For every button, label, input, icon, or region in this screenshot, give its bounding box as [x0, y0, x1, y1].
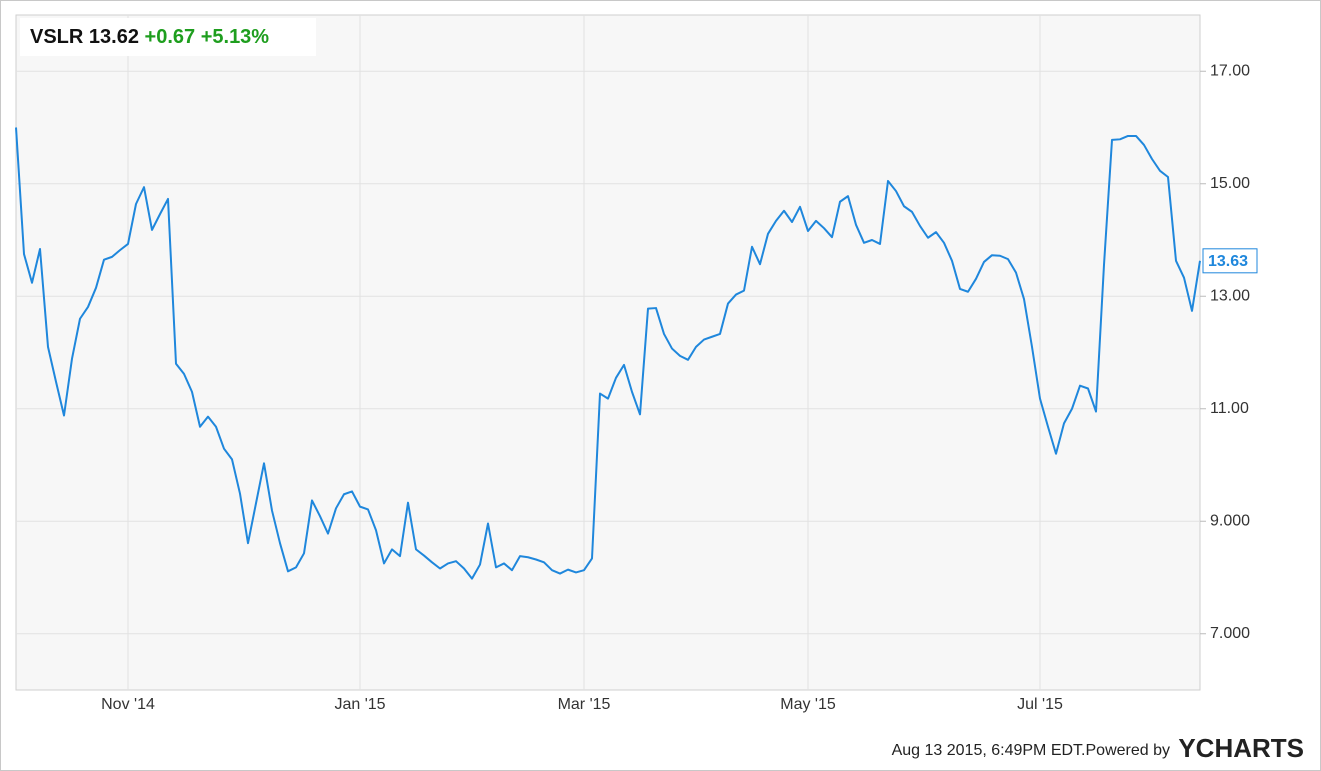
y-tick-label: 15.00	[1210, 175, 1250, 192]
footer-text: Aug 13 2015, 6:49PM EDT.Powered by	[892, 742, 1170, 759]
change-pct: +5.13%	[201, 26, 270, 48]
y-tick-label: 17.00	[1210, 62, 1250, 79]
brand: YCHARTS	[1178, 733, 1304, 763]
plot-area	[15, 14, 1201, 691]
y-tick-label: 9.000	[1210, 512, 1250, 529]
change: +0.67	[145, 26, 196, 48]
y-tick-label: 7.000	[1210, 625, 1250, 642]
y-tick-label: 11.00	[1210, 400, 1249, 417]
last-value-label: 13.63	[1208, 253, 1248, 270]
x-tick-label: Mar '15	[558, 696, 611, 713]
symbol: VSLR	[30, 26, 84, 48]
x-tick-label: May '15	[780, 696, 836, 713]
x-tick-label: Jul '15	[1017, 696, 1063, 713]
x-tick-label: Nov '14	[101, 696, 155, 713]
grid	[16, 15, 1200, 690]
x-tick-label: Jan '15	[334, 696, 385, 713]
price: 13.62	[89, 26, 139, 48]
powered-by: Powered by	[1086, 742, 1171, 759]
header-box	[20, 18, 316, 56]
header: VSLR 13.62 +0.67 +5.13%	[30, 26, 269, 48]
series	[15, 127, 1201, 580]
line	[15, 127, 1201, 580]
timestamp: Aug 13 2015, 6:49PM EDT.	[892, 742, 1086, 759]
y-tick-label: 13.00	[1210, 287, 1250, 304]
last-value-box	[1202, 248, 1258, 274]
